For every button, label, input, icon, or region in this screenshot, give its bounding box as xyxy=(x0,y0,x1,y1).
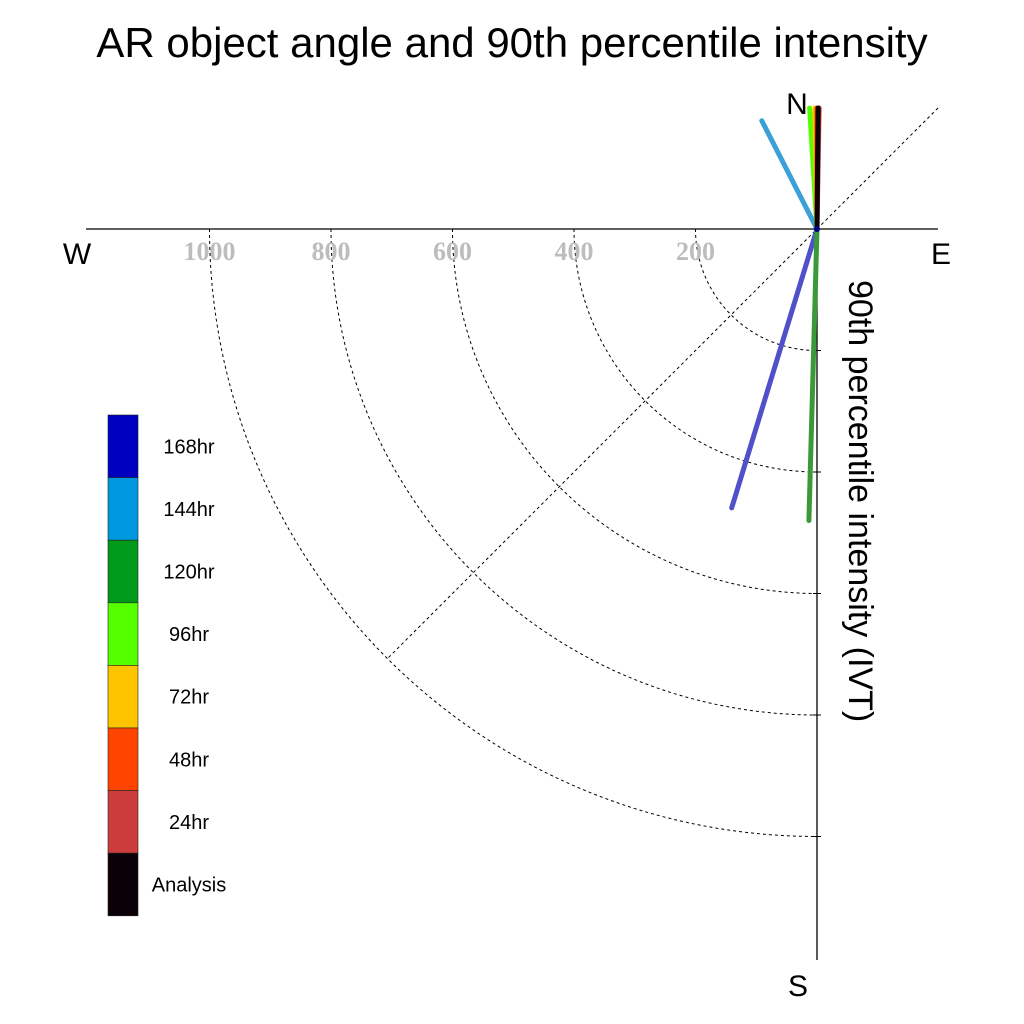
legend-label: Analysis xyxy=(152,875,226,897)
legend-label: 24hr xyxy=(169,812,209,834)
legend-swatch xyxy=(107,477,139,541)
legend-label: 96hr xyxy=(169,624,209,646)
range-ring xyxy=(573,228,818,473)
radial-axis-title: 90th percentile intensity (IVT) xyxy=(841,280,879,722)
radial-tick-label: 400 xyxy=(555,237,594,266)
legend-swatch xyxy=(107,852,139,917)
legend: 168hr 144hr 120hr 96hr 72hr 48hr 24hr Analysis xyxy=(107,414,226,917)
grid xyxy=(209,107,939,837)
legend-label: 144hr xyxy=(163,499,214,521)
series-line-120hr xyxy=(806,226,820,523)
radial-tick-label: 1000 xyxy=(184,237,236,266)
origin-point xyxy=(814,226,820,232)
series-lines xyxy=(729,105,822,523)
legend-swatch xyxy=(107,539,139,604)
range-ring xyxy=(695,228,818,351)
series-line-168hr xyxy=(729,226,820,511)
range-ring xyxy=(209,228,818,837)
range-ring xyxy=(330,228,818,716)
radial-tick-label: 200 xyxy=(676,237,715,266)
radial-tick-label: 600 xyxy=(433,237,472,266)
radial-tick-labels: 200 400 600 800 1000 xyxy=(184,237,716,266)
legend-swatch xyxy=(107,665,139,729)
legend-swatch xyxy=(107,602,139,666)
west-label: W xyxy=(63,238,92,271)
legend-label: 72hr xyxy=(169,687,209,709)
legend-swatch xyxy=(107,790,139,854)
legend-label: 120hr xyxy=(163,562,214,584)
east-label: E xyxy=(931,238,951,271)
diagonal-guide xyxy=(387,107,939,659)
series-line-144hr xyxy=(759,118,820,232)
north-label: N xyxy=(786,88,808,121)
series-line-analysis xyxy=(814,105,821,232)
legend-swatch xyxy=(107,727,139,791)
legend-label: 168hr xyxy=(163,436,214,458)
radial-tick-label: 800 xyxy=(312,237,351,266)
legend-swatch xyxy=(107,414,139,478)
south-label: S xyxy=(788,970,808,1003)
legend-label: 48hr xyxy=(169,749,209,771)
chart-title: AR object angle and 90th percentile inte… xyxy=(96,19,927,66)
range-ring xyxy=(452,228,818,594)
